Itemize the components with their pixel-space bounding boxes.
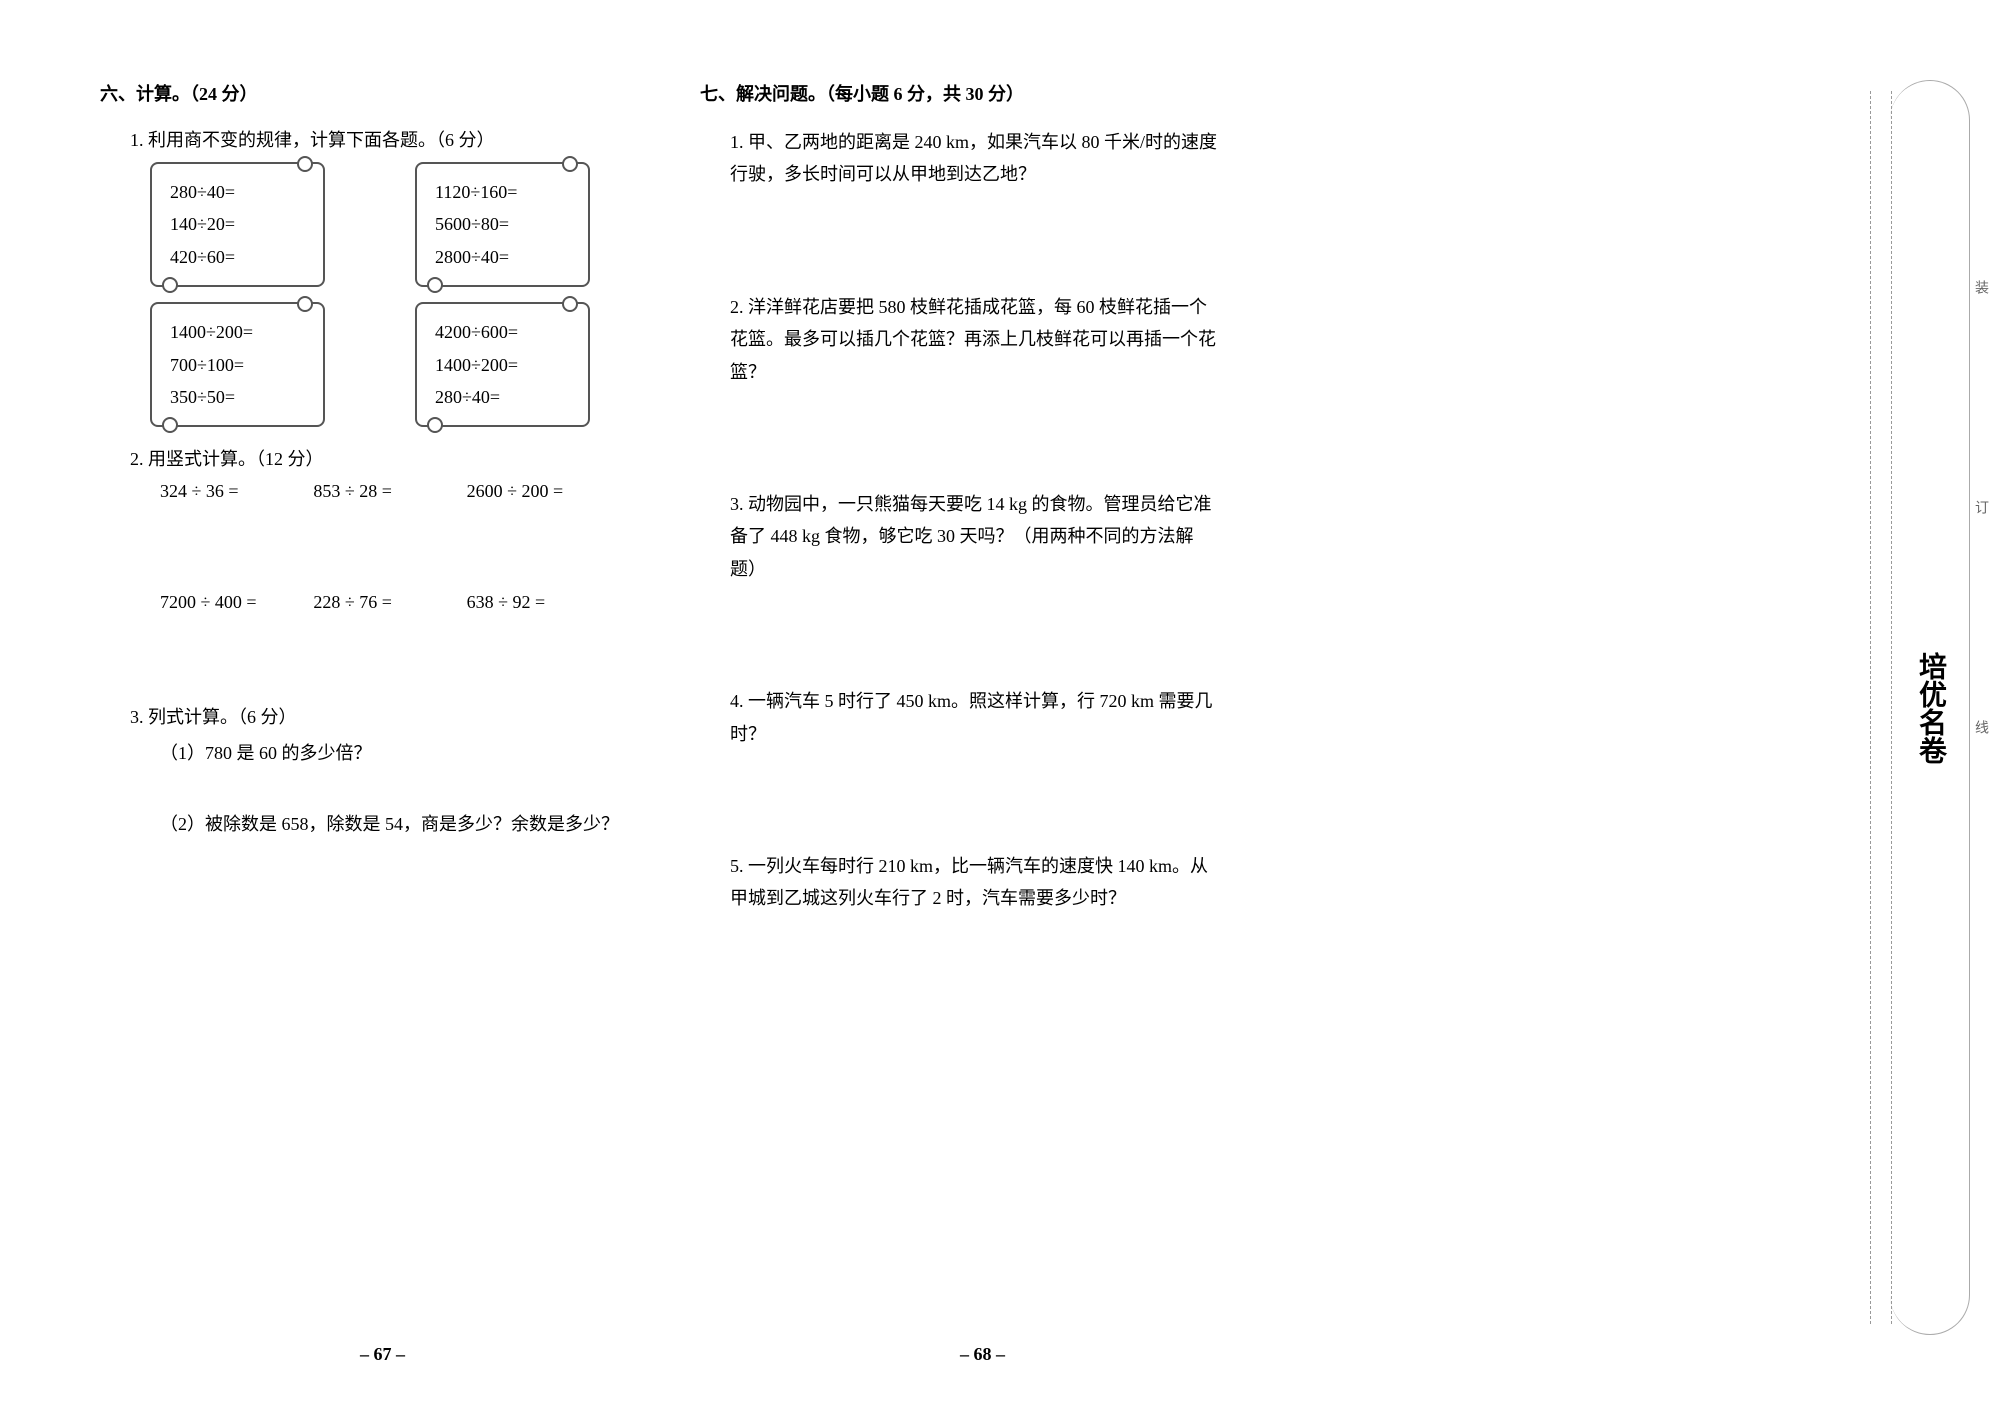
- binding-mark: 订: [1970, 500, 1990, 514]
- vertical-equation: 638 ÷ 92 =: [467, 592, 620, 613]
- vertical-equation: 7200 ÷ 400 =: [160, 592, 313, 613]
- equation: 350÷50=: [170, 381, 305, 413]
- subsection-6-3: 3. 列式计算。（6 分） （1）780 是 60 的多少倍？ （2）被除数是 …: [130, 703, 620, 836]
- equation: 2800÷40=: [435, 241, 570, 273]
- sub-6-2-title: 2. 用竖式计算。（12 分）: [130, 445, 620, 471]
- page-number-left: – 67 –: [360, 1344, 405, 1365]
- side-label: 培优名卷: [1910, 652, 1950, 764]
- scroll-box-2a: 1400÷200= 700÷100= 350÷50=: [150, 302, 325, 427]
- scroll-box-2b: 4200÷600= 1400÷200= 280÷40=: [415, 302, 590, 427]
- subsection-6-2: 2. 用竖式计算。（12 分） 324 ÷ 36 = 853 ÷ 28 = 26…: [130, 445, 620, 613]
- subsection-6-1: 1. 利用商不变的规律，计算下面各题。（6 分） 280÷40= 140÷20=…: [130, 126, 620, 427]
- equation: 1400÷200=: [170, 316, 305, 348]
- vertical-calc-row-1: 324 ÷ 36 = 853 ÷ 28 = 2600 ÷ 200 =: [160, 481, 620, 502]
- list-item: （2）被除数是 658，除数是 54，商是多少？余数是多少？: [160, 810, 620, 836]
- problem-1: 1. 甲、乙两地的距离是 240 km，如果汽车以 80 千米/时的速度行驶，多…: [730, 126, 1220, 191]
- scroll-row-2: 1400÷200= 700÷100= 350÷50= 4200÷600= 140…: [150, 302, 620, 427]
- binding-mark: 线: [1970, 720, 1990, 734]
- left-page: 六、计算。（24 分） 1. 利用商不变的规律，计算下面各题。（6 分） 280…: [100, 80, 660, 1375]
- list-item: （1）780 是 60 的多少倍？: [160, 739, 620, 765]
- problem-5: 5. 一列火车每时行 210 km，比一辆汽车的速度快 140 km。从甲城到乙…: [730, 850, 1220, 915]
- equation: 420÷60=: [170, 241, 305, 273]
- vertical-equation: 2600 ÷ 200 =: [467, 481, 620, 502]
- binding-mark: 装: [1970, 280, 1990, 294]
- section-6-title: 六、计算。（24 分）: [100, 80, 620, 106]
- problem-4: 4. 一辆汽车 5 时行了 450 km。照这样计算，行 720 km 需要几时…: [730, 685, 1220, 750]
- vertical-equation: 853 ÷ 28 =: [313, 481, 466, 502]
- scroll-box-1b: 1120÷160= 5600÷80= 2800÷40=: [415, 162, 590, 287]
- scroll-row-1: 280÷40= 140÷20= 420÷60= 1120÷160= 5600÷8…: [150, 162, 620, 287]
- sub-6-1-title: 1. 利用商不变的规律，计算下面各题。（6 分）: [130, 126, 620, 152]
- equation: 1400÷200=: [435, 349, 570, 381]
- equation: 280÷40=: [435, 381, 570, 413]
- scroll-box-1a: 280÷40= 140÷20= 420÷60=: [150, 162, 325, 287]
- equation: 280÷40=: [170, 176, 305, 208]
- section-7-title: 七、解决问题。（每小题 6 分，共 30 分）: [700, 80, 1220, 106]
- page-number-right: – 68 –: [960, 1344, 1005, 1365]
- list-calc: （1）780 是 60 的多少倍？ （2）被除数是 658，除数是 54，商是多…: [160, 739, 620, 836]
- equation: 5600÷80=: [435, 208, 570, 240]
- right-page: 七、解决问题。（每小题 6 分，共 30 分） 1. 甲、乙两地的距离是 240…: [660, 80, 1220, 1375]
- problem-2: 2. 洋洋鲜花店要把 580 枝鲜花插成花篮，每 60 枝鲜花插一个花篮。最多可…: [730, 291, 1220, 388]
- equation: 140÷20=: [170, 208, 305, 240]
- page-container: 六、计算。（24 分） 1. 利用商不变的规律，计算下面各题。（6 分） 280…: [0, 0, 2000, 1415]
- equation: 1120÷160=: [435, 176, 570, 208]
- sub-6-3-title: 3. 列式计算。（6 分）: [130, 703, 620, 729]
- vertical-equation: 228 ÷ 76 =: [313, 592, 466, 613]
- vertical-equation: 324 ÷ 36 =: [160, 481, 313, 502]
- equation: 4200÷600=: [435, 316, 570, 348]
- problem-3: 3. 动物园中，一只熊猫每天要吃 14 kg 的食物。管理员给它准备了 448 …: [730, 488, 1220, 585]
- vertical-calc-row-2: 7200 ÷ 400 = 228 ÷ 76 = 638 ÷ 92 =: [160, 592, 620, 613]
- equation: 700÷100=: [170, 349, 305, 381]
